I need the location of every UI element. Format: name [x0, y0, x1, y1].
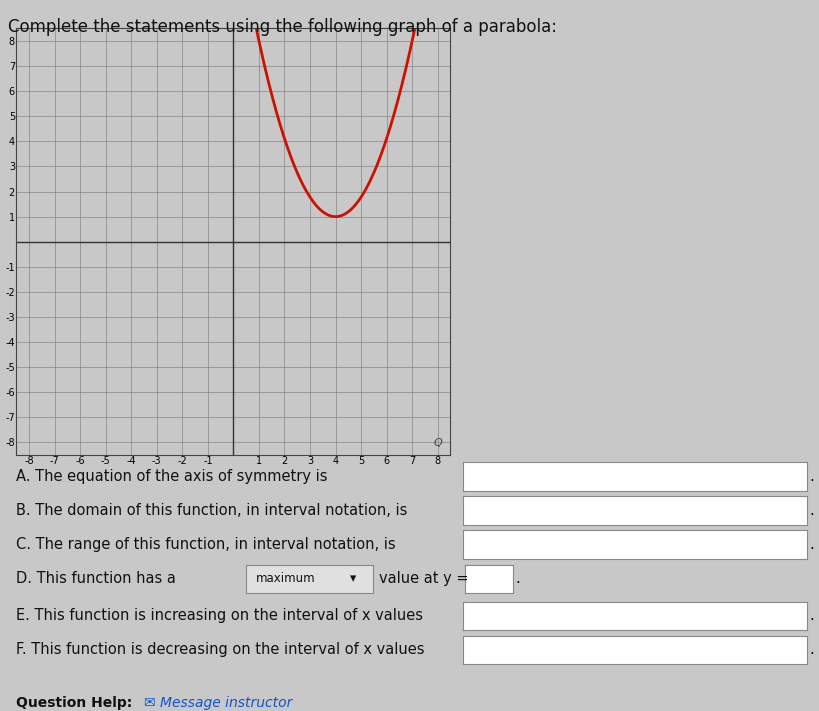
Text: D. This function has a: D. This function has a	[16, 571, 176, 587]
Text: Complete the statements using the following graph of a parabola:: Complete the statements using the follow…	[8, 18, 557, 36]
Text: Q: Q	[434, 437, 443, 447]
Text: ▾: ▾	[350, 572, 356, 585]
Text: ✉: ✉	[143, 696, 155, 710]
Text: C. The range of this function, in interval notation, is: C. The range of this function, in interv…	[16, 537, 396, 552]
Text: .: .	[809, 537, 814, 552]
Text: .: .	[809, 608, 814, 624]
Text: .: .	[809, 503, 814, 518]
Text: .: .	[809, 469, 814, 484]
Text: Message instructor: Message instructor	[160, 696, 292, 710]
Text: A. The equation of the axis of symmetry is: A. The equation of the axis of symmetry …	[16, 469, 328, 484]
Text: .: .	[809, 642, 814, 658]
Text: value at y =: value at y =	[379, 571, 468, 587]
Text: Question Help:: Question Help:	[16, 696, 133, 710]
Text: F. This function is decreasing on the interval of x values: F. This function is decreasing on the in…	[16, 642, 425, 658]
Text: E. This function is increasing on the interval of x values: E. This function is increasing on the in…	[16, 608, 423, 624]
Text: B. The domain of this function, in interval notation, is: B. The domain of this function, in inter…	[16, 503, 408, 518]
Text: .: .	[515, 571, 520, 587]
Text: maximum: maximum	[256, 572, 315, 585]
